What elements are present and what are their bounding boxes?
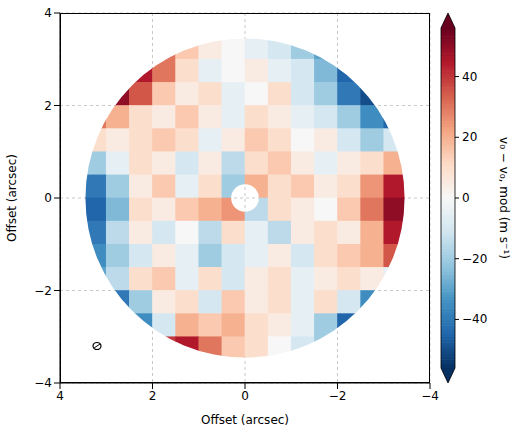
svg-text:−20: −20 <box>462 252 487 266</box>
svg-text:4: 4 <box>56 389 64 403</box>
svg-text:−4: −4 <box>421 389 439 403</box>
svg-text:Offset (arcsec): Offset (arcsec) <box>5 154 19 242</box>
svg-text:Offset (arcsec): Offset (arcsec) <box>201 413 289 427</box>
svg-text:0: 0 <box>44 191 52 205</box>
svg-text:v₀ − v₀, mod (m s⁻¹): v₀ − v₀, mod (m s⁻¹) <box>497 137 511 259</box>
svg-text:2: 2 <box>44 99 52 113</box>
svg-text:−4: −4 <box>34 376 52 390</box>
svg-text:20: 20 <box>462 130 477 144</box>
svg-text:−2: −2 <box>329 389 347 403</box>
svg-text:40: 40 <box>462 70 477 84</box>
svg-text:−40: −40 <box>462 312 487 326</box>
svg-text:0: 0 <box>462 191 470 205</box>
svg-text:−2: −2 <box>34 284 52 298</box>
svg-text:4: 4 <box>44 6 52 20</box>
svg-text:2: 2 <box>149 389 157 403</box>
svg-text:0: 0 <box>241 389 249 403</box>
